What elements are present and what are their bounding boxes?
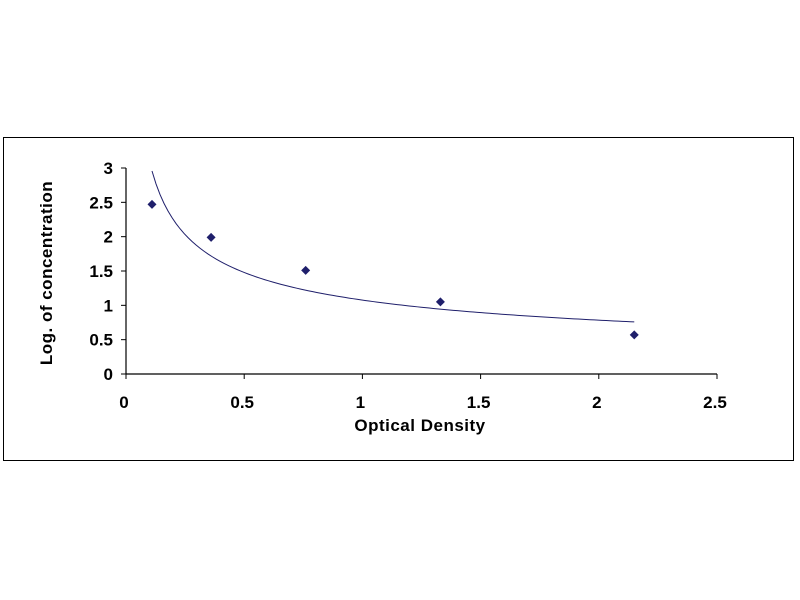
data-point-marker <box>301 265 311 275</box>
chart-frame <box>3 137 794 461</box>
x-tick-labels: 0 0.5 1 1.5 2 2.5 <box>119 393 727 412</box>
x-tick-label: 2 <box>592 393 601 412</box>
data-point-marker <box>435 297 445 307</box>
y-tick-label: 0.5 <box>89 331 113 350</box>
data-point-marker <box>206 232 216 242</box>
y-tick-label: 0 <box>104 365 113 384</box>
y-tick-label: 1.5 <box>89 262 113 281</box>
y-tick-label: 2.5 <box>89 193 113 212</box>
data-point-marker <box>147 199 157 209</box>
x-tick-label: 1.5 <box>467 393 491 412</box>
x-tick-label: 1 <box>356 393 365 412</box>
x-tick-label: 2.5 <box>703 393 727 412</box>
y-tick-label: 3 <box>104 159 113 178</box>
fit-curve <box>151 170 635 323</box>
y-tick-label: 1 <box>104 296 113 315</box>
data-points <box>147 199 639 340</box>
y-axis-title: Log. of concentration <box>37 181 56 365</box>
y-tick-label: 2 <box>104 228 113 247</box>
axes <box>121 167 718 379</box>
x-tick-label: 0 <box>119 393 128 412</box>
x-tick-label: 0.5 <box>230 393 254 412</box>
y-tick-labels: 0 0.5 1 1.5 2 2.5 3 <box>89 159 113 384</box>
data-point-marker <box>629 330 639 340</box>
x-axis-title: Optical Density <box>354 416 485 435</box>
